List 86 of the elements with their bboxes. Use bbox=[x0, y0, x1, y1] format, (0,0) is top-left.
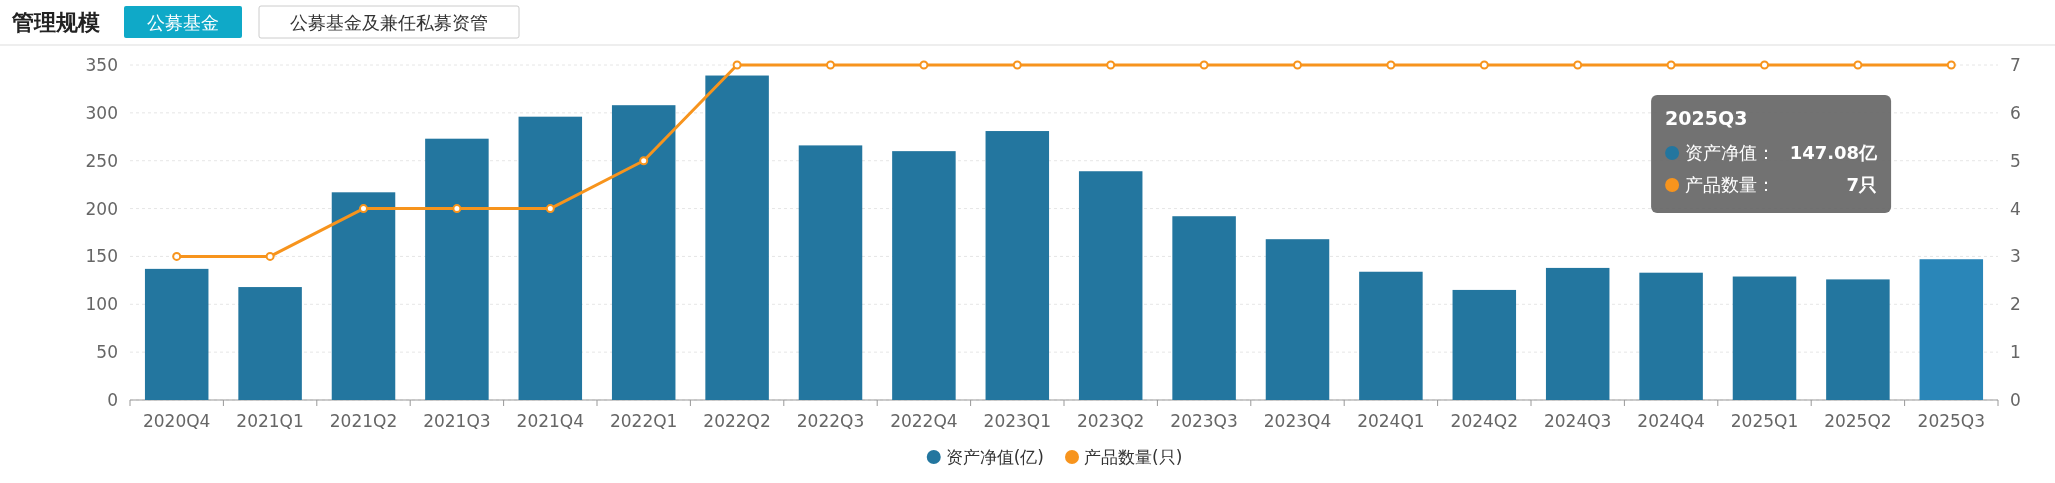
bar bbox=[1172, 216, 1236, 400]
point bbox=[265, 251, 275, 261]
bar bbox=[425, 138, 489, 400]
bar bbox=[1732, 276, 1797, 400]
bar bbox=[1826, 279, 1890, 400]
y2-tick-label: 7 bbox=[2010, 55, 2021, 75]
y2-tick-label: 2 bbox=[2010, 294, 2021, 315]
annotation: 产品数量： bbox=[1685, 174, 1776, 195]
x-tick-label: 2023Q3 bbox=[1170, 411, 1238, 431]
bar bbox=[238, 287, 302, 400]
y2-tick-label: 5 bbox=[2010, 150, 2021, 171]
point bbox=[1293, 60, 1302, 70]
y2-tick-label: 3 bbox=[2010, 246, 2021, 267]
point bbox=[1479, 60, 1489, 70]
x-tick-label: 2024Q4 bbox=[1637, 411, 1705, 431]
y-tick-label: 150 bbox=[85, 246, 118, 267]
text: 公募基金 bbox=[147, 12, 219, 33]
x-tick-label: 2024Q3 bbox=[1543, 411, 1612, 431]
x-tick-label: 2023Q2 bbox=[1076, 411, 1145, 431]
point bbox=[1106, 60, 1116, 70]
y2-tick-label: 4 bbox=[2010, 198, 2021, 219]
bar bbox=[1265, 239, 1330, 400]
point bbox=[1760, 60, 1769, 70]
y2-tick-label: 0 bbox=[2010, 390, 2021, 410]
bar bbox=[611, 105, 676, 400]
legend-label: 资产净值(亿) bbox=[945, 447, 1044, 467]
y-tick-label: 0 bbox=[107, 390, 118, 410]
x-tick-label: 2021Q2 bbox=[329, 411, 398, 431]
x-tick-label: 2023Q4 bbox=[1263, 411, 1332, 431]
bar bbox=[1545, 267, 1610, 400]
point bbox=[1199, 60, 1209, 70]
legend-label: 产品数量(只) bbox=[1084, 447, 1183, 467]
point bbox=[359, 204, 368, 214]
bar bbox=[1919, 259, 1984, 400]
text: 公募基金及兼任私募资管 bbox=[290, 12, 488, 33]
x-tick-label: 2025Q1 bbox=[1730, 411, 1799, 431]
x-tick-label: 2022Q1 bbox=[609, 411, 678, 431]
point bbox=[1386, 60, 1396, 70]
y-tick-label: 50 bbox=[96, 342, 118, 363]
bar bbox=[1639, 272, 1703, 400]
annotation: 147.08亿 bbox=[1789, 142, 1879, 163]
bar bbox=[1078, 171, 1143, 400]
point bbox=[1666, 60, 1676, 70]
chart-title: 管理规模 bbox=[11, 10, 100, 35]
x-tick-label: 2023Q1 bbox=[983, 411, 1052, 431]
x-tick-label: 2025Q3 bbox=[1917, 411, 1986, 431]
x-tick-label: 2022Q2 bbox=[703, 411, 771, 431]
point bbox=[1012, 60, 1022, 70]
point bbox=[172, 251, 182, 261]
y-tick-label: 250 bbox=[85, 150, 118, 171]
bar bbox=[705, 75, 769, 400]
point bbox=[1573, 60, 1583, 70]
point bbox=[1946, 60, 1956, 70]
point bbox=[545, 204, 555, 214]
bar bbox=[144, 268, 209, 400]
y-tick-label: 100 bbox=[85, 294, 118, 315]
point bbox=[639, 156, 649, 166]
x-tick-label: 2024Q2 bbox=[1450, 411, 1519, 431]
x-tick-label: 2022Q3 bbox=[796, 411, 865, 431]
bar bbox=[1452, 289, 1517, 400]
x-tick-label: 2021Q4 bbox=[516, 411, 585, 431]
y-tick-label: 350 bbox=[85, 55, 118, 75]
x-tick-label: 2024Q1 bbox=[1357, 411, 1425, 431]
point bbox=[1853, 60, 1863, 70]
point bbox=[452, 204, 462, 214]
x-tick-label: 2020Q4 bbox=[142, 411, 211, 431]
x-tick-label: 2022Q4 bbox=[890, 411, 958, 431]
point bbox=[919, 60, 929, 70]
point bbox=[732, 60, 742, 70]
bar bbox=[1359, 271, 1423, 400]
x-tick-label: 2021Q1 bbox=[236, 411, 304, 431]
annotation: 2025Q3 bbox=[1665, 107, 1748, 129]
y-tick-label: 200 bbox=[85, 198, 118, 219]
y2-tick-label: 1 bbox=[2010, 342, 2021, 363]
x-tick-label: 2025Q2 bbox=[1824, 411, 1892, 431]
y-tick-label: 300 bbox=[85, 102, 118, 123]
bar bbox=[892, 151, 956, 400]
bar bbox=[798, 145, 863, 400]
bar bbox=[518, 116, 583, 400]
y2-tick-label: 6 bbox=[2010, 102, 2021, 123]
bar bbox=[985, 131, 1050, 400]
annotation: 7只 bbox=[1846, 174, 1878, 195]
bar bbox=[331, 192, 396, 400]
x-tick-label: 2021Q3 bbox=[423, 411, 491, 431]
annotation: 资产净值： bbox=[1685, 142, 1776, 163]
point bbox=[826, 60, 835, 70]
